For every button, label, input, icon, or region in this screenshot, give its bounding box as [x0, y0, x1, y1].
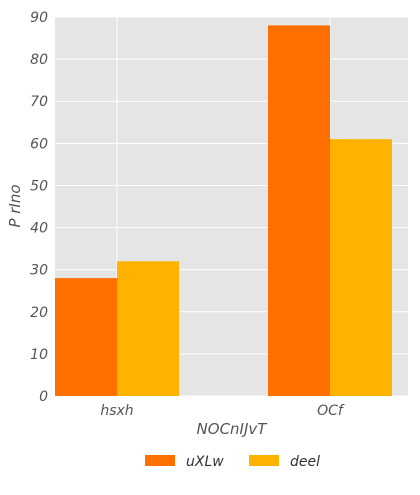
x-ticks: hsxh OCf	[100, 403, 345, 419]
y-tick-label: 50	[30, 178, 48, 194]
y-tick-label: 30	[30, 263, 48, 279]
bars	[55, 25, 392, 397]
bar	[117, 261, 179, 396]
x-tick-label: hsxh	[100, 403, 133, 419]
bar	[330, 139, 392, 396]
x-axis-label: NOCnIJvT	[197, 420, 269, 438]
bar	[55, 278, 117, 396]
y-tick-label: 90	[30, 10, 48, 26]
y-ticks: 0 10 20 30 40 50 60 70 80 90	[30, 10, 48, 405]
y-tick-label: 60	[30, 136, 48, 152]
y-tick-label: 40	[30, 221, 48, 237]
legend: uXLw deel	[145, 454, 320, 470]
y-axis-label: P rIno	[6, 184, 24, 227]
legend-label: deel	[290, 454, 320, 470]
bar	[268, 25, 330, 397]
y-tick-label: 80	[30, 52, 48, 68]
y-tick-label: 0	[39, 389, 48, 405]
legend-swatch	[145, 455, 175, 466]
y-tick-label: 10	[30, 347, 48, 363]
legend-swatch	[249, 455, 279, 466]
y-tick-label: 20	[30, 305, 48, 321]
y-tick-label: 70	[30, 94, 48, 110]
x-tick-label: OCf	[317, 403, 345, 419]
legend-label: uXLw	[186, 454, 224, 470]
